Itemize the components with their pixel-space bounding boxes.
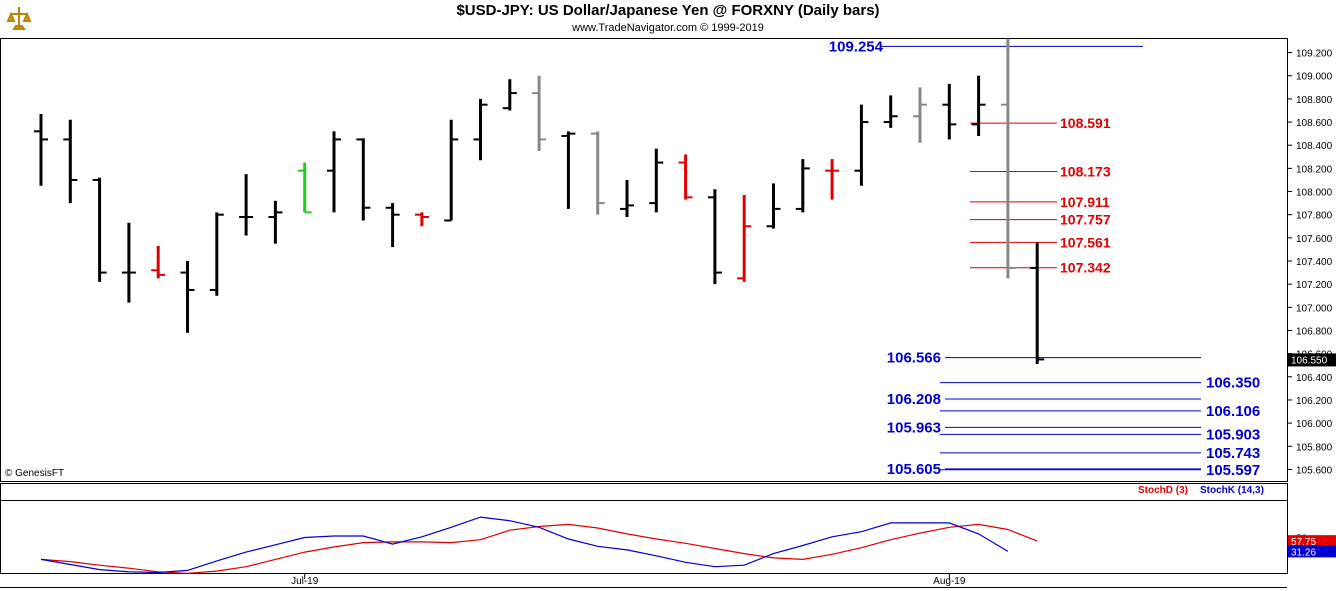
ohlc-bar — [854, 104, 869, 186]
ohlc-bar — [502, 79, 517, 111]
y-tick-label: 109.000 — [1296, 72, 1333, 83]
ohlc-bar — [297, 162, 312, 214]
ohlc-bar — [590, 131, 605, 215]
y-tick-label: 108.400 — [1296, 141, 1333, 152]
ohlc-bar — [268, 200, 283, 244]
trade-navigator-logo-icon — [4, 4, 34, 34]
ohlc-bar — [1030, 242, 1045, 365]
y-tick-label: 108.000 — [1296, 188, 1333, 199]
stoch-last-value-label: 57.75 — [1291, 537, 1316, 548]
ohlc-bar — [385, 203, 400, 248]
ohlc-bar — [883, 95, 898, 128]
ohlc-bar — [151, 245, 166, 279]
ohlc-bar — [737, 195, 752, 282]
extension-level-label: 107.342 — [1060, 260, 1111, 276]
ohlc-bar — [766, 183, 781, 229]
y-tick-label: 106.600 — [1296, 350, 1333, 361]
y-tick-label: 108.600 — [1296, 118, 1333, 129]
ohlc-bar — [825, 159, 840, 200]
stoch-last-value-badge — [1288, 545, 1336, 558]
extension-level-label: 106.566 — [887, 350, 941, 367]
extension-level-label: 108.591 — [1060, 115, 1111, 131]
stoch-y-tick-label: 50 — [1296, 534, 1308, 545]
extension-level-label: 105.605 — [887, 461, 941, 478]
chart-subtitle: www.TradeNavigator.com © 1999-2019 — [572, 22, 764, 34]
ohlc-bar — [414, 212, 429, 227]
ohlc-bar — [795, 159, 810, 213]
y-tick-label: 105.600 — [1296, 465, 1333, 476]
y-tick-label: 108.800 — [1296, 95, 1333, 106]
extension-level-label: 107.561 — [1060, 234, 1111, 250]
ohlc-bar — [649, 148, 664, 213]
ohlc-bar — [356, 138, 371, 221]
extension-level-label: 106.106 — [1206, 403, 1260, 420]
y-tick-label: 106.000 — [1296, 419, 1333, 430]
extension-level-label: 105.597 — [1206, 462, 1260, 479]
ohlc-bar — [1000, 38, 1015, 279]
extension-level-label: 107.757 — [1060, 212, 1111, 228]
extension-level-label: 105.963 — [887, 419, 941, 436]
ohlc-bar — [209, 212, 224, 296]
ohlc-bar — [532, 75, 547, 151]
stoch-panel-frame — [0, 483, 1288, 574]
extension-level-label: 105.743 — [1206, 445, 1260, 462]
chart-title: $USD-JPY: US Dollar/Japanese Yen @ FORXN… — [456, 2, 880, 19]
stoch-legend-k: StochK (14,3) — [1200, 485, 1264, 496]
y-tick-label: 107.400 — [1296, 257, 1333, 268]
stoch-legend-d: StochD (3) — [1138, 485, 1188, 496]
price-panel-frame — [0, 38, 1288, 482]
y-tick-label: 108.200 — [1296, 164, 1333, 175]
y-tick-label: 107.000 — [1296, 303, 1333, 314]
stoch-series-line — [40, 516, 1009, 574]
ohlc-bar — [34, 113, 48, 186]
ohlc-bar — [327, 131, 341, 213]
x-tick-label: Aug-19 — [933, 576, 966, 587]
ohlc-bar — [913, 87, 927, 143]
ohlc-bar — [121, 222, 136, 303]
ohlc-bar — [444, 119, 459, 222]
ohlc-bar — [971, 75, 986, 136]
extension-level-label: 108.173 — [1060, 163, 1111, 179]
last-price-badge — [1288, 353, 1336, 367]
extension-level-label: 107.911 — [1060, 194, 1110, 210]
ohlc-bar — [180, 261, 195, 333]
stoch-last-value-badge — [1288, 535, 1336, 548]
y-tick-label: 106.800 — [1296, 326, 1333, 337]
ohlc-bar — [707, 189, 722, 285]
extension-level-label: 105.903 — [1206, 426, 1260, 443]
extension-level-label: 106.208 — [887, 391, 941, 408]
x-tick-label: Jul-19 — [291, 576, 319, 587]
last-price-label: 106.550 — [1291, 355, 1328, 366]
ohlc-bar — [239, 174, 254, 236]
extension-level-label: 109.254 — [829, 38, 884, 55]
y-tick-label: 109.200 — [1296, 49, 1333, 60]
extension-level-label: 106.350 — [1206, 375, 1260, 392]
copyright-label: © GenesisFT — [5, 468, 65, 479]
y-tick-label: 106.400 — [1296, 373, 1333, 384]
y-tick-label: 106.200 — [1296, 396, 1333, 407]
y-tick-label: 107.800 — [1296, 211, 1333, 222]
stoch-last-value-label: 31.26 — [1291, 547, 1316, 558]
ohlc-bar — [92, 177, 107, 282]
y-tick-label: 107.200 — [1296, 280, 1333, 291]
y-tick-label: 107.600 — [1296, 234, 1333, 245]
ohlc-bar — [942, 83, 957, 140]
ohlc-bar — [678, 154, 693, 200]
stoch-series-line — [40, 523, 1038, 574]
ohlc-bar — [63, 119, 78, 204]
ohlc-bar — [620, 179, 634, 217]
ohlc-bar — [473, 98, 488, 161]
ohlc-bar — [561, 131, 576, 209]
y-tick-label: 105.800 — [1296, 442, 1333, 453]
